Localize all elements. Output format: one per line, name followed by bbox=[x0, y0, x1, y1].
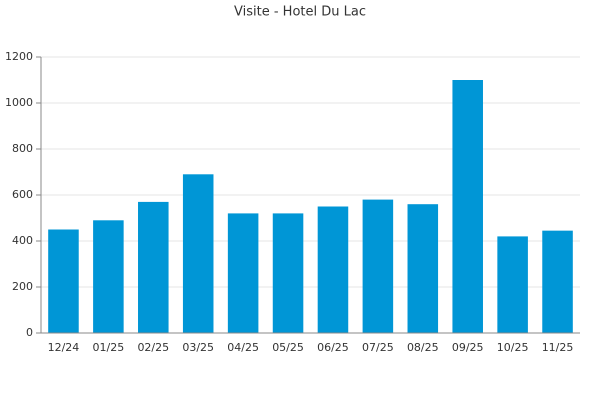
x-tick-label: 01/25 bbox=[93, 341, 125, 354]
x-tick-label: 12/24 bbox=[48, 341, 80, 354]
x-tick-label: 10/25 bbox=[497, 341, 529, 354]
x-tick-label: 03/25 bbox=[182, 341, 214, 354]
x-tick-label: 04/25 bbox=[227, 341, 259, 354]
y-tick-label: 200 bbox=[12, 280, 33, 293]
x-tick-label: 07/25 bbox=[362, 341, 394, 354]
bar bbox=[182, 174, 214, 333]
y-tick-label: 800 bbox=[12, 142, 33, 155]
bar bbox=[317, 206, 349, 333]
y-tick-label: 1000 bbox=[5, 96, 33, 109]
x-tick-label: 09/25 bbox=[452, 341, 484, 354]
chart-title: Visite - Hotel Du Lac bbox=[234, 5, 366, 20]
bar bbox=[138, 201, 169, 333]
x-tick-label: 11/25 bbox=[542, 341, 574, 354]
bar bbox=[542, 230, 573, 333]
y-tick-label: 1200 bbox=[5, 50, 33, 63]
x-tick-label: 05/25 bbox=[272, 341, 304, 354]
x-tick-label: 06/25 bbox=[317, 341, 349, 354]
x-tick-label: 02/25 bbox=[137, 341, 169, 354]
bar bbox=[362, 199, 394, 333]
x-tick-label: 08/25 bbox=[407, 341, 439, 354]
y-tick-label: 0 bbox=[26, 326, 33, 339]
bar bbox=[452, 80, 483, 333]
bar bbox=[48, 229, 79, 333]
bar bbox=[497, 236, 528, 333]
bar bbox=[93, 220, 124, 333]
bar bbox=[272, 213, 304, 333]
bar bbox=[407, 204, 439, 333]
y-tick-label: 400 bbox=[12, 234, 33, 247]
bar bbox=[227, 213, 259, 333]
y-tick-label: 600 bbox=[12, 188, 33, 201]
